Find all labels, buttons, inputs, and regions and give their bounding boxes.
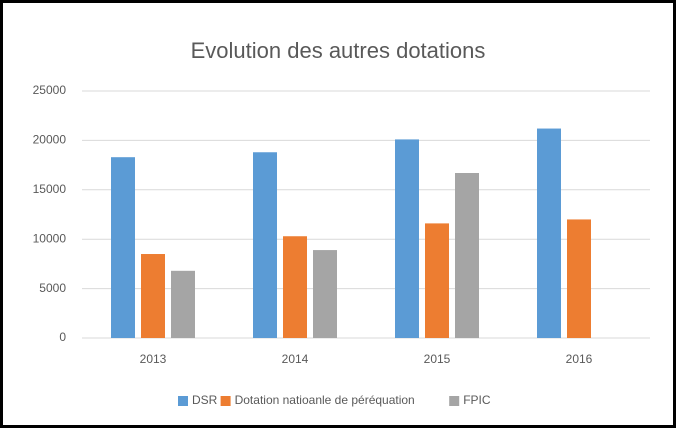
legend-label: DSR [192,393,218,407]
legend-swatch [449,396,460,406]
y-tick-label: 0 [59,330,66,344]
bar [141,254,165,338]
bar [567,219,591,338]
y-tick-label: 15000 [33,182,67,196]
bar [111,157,135,338]
bar [253,152,277,338]
bar [313,250,337,338]
bar [425,223,449,338]
x-tick-label: 2013 [140,352,167,366]
bar [395,139,419,338]
x-tick-label: 2014 [282,352,309,366]
bar [283,236,307,338]
bar [455,173,479,338]
y-tick-label: 25000 [33,83,67,97]
bar [537,128,561,338]
y-tick-label: 10000 [33,231,67,245]
legend-swatch [178,396,188,406]
legend-label: FPIC [463,393,491,407]
y-tick-label: 20000 [33,133,67,147]
x-tick-label: 2016 [566,352,593,366]
bar [171,270,195,338]
legend-label: Dotation natioanle de péréquation [235,393,415,407]
legend-swatch [220,396,231,406]
y-tick-label: 5000 [39,281,66,295]
x-tick-label: 2015 [424,352,451,366]
chart-title: Evolution des autres dotations [191,38,486,63]
